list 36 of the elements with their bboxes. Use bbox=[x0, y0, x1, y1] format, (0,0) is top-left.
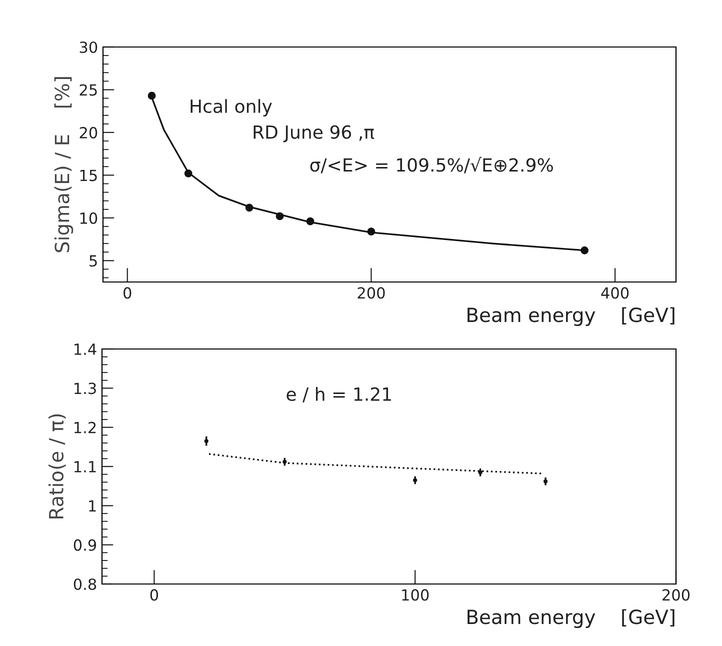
point bbox=[276, 212, 284, 220]
y-tick-label: 0.9 bbox=[74, 539, 96, 551]
point bbox=[204, 438, 208, 444]
annotation: σ/<E> = 109.5%/√E⊕2.9% bbox=[310, 156, 553, 174]
x-axis-title: Beam energy [GeV] bbox=[468, 307, 674, 326]
point bbox=[367, 228, 376, 236]
y-tick-label: 20 bbox=[80, 126, 98, 138]
annotation: e / h = 1.21 bbox=[286, 386, 391, 402]
y-tick-label: 1 bbox=[89, 500, 96, 512]
y-tick-label: 15 bbox=[80, 170, 97, 182]
y-tick-label: 0.8 bbox=[74, 578, 96, 590]
y-axis-title: Sigma(E) / E [%] bbox=[54, 77, 74, 252]
y-tick-label: 1.4 bbox=[74, 344, 96, 355]
y-tick-label: 1.3 bbox=[74, 382, 96, 394]
annotation: Hcal only bbox=[190, 99, 272, 117]
y-axis-title: Ratio(e / π) bbox=[48, 414, 66, 518]
point bbox=[184, 170, 192, 178]
point bbox=[245, 204, 254, 212]
point bbox=[306, 217, 314, 226]
point bbox=[148, 92, 156, 100]
y-tick-label: 1.1 bbox=[74, 461, 96, 472]
x-tick-label: 400 bbox=[601, 287, 629, 299]
y-tick-label: 1.2 bbox=[74, 422, 96, 434]
y-tick-label: 25 bbox=[80, 84, 97, 96]
y-tick-label: 5 bbox=[90, 255, 97, 267]
line-series bbox=[208, 453, 544, 474]
point bbox=[580, 246, 589, 254]
x-tick-label: 0 bbox=[150, 589, 158, 601]
y-tick-label: 30 bbox=[80, 41, 98, 54]
x-axis-title: Beam energy [GeV] bbox=[468, 609, 674, 628]
x-tick-label: 100 bbox=[402, 589, 429, 601]
x-tick-label: 0 bbox=[124, 287, 132, 299]
y-tick-label: 10 bbox=[80, 212, 98, 224]
x-tick-label: 200 bbox=[358, 287, 385, 299]
x-tick-label: 200 bbox=[662, 589, 690, 601]
annotation: RD June 96 ,π bbox=[254, 125, 374, 142]
